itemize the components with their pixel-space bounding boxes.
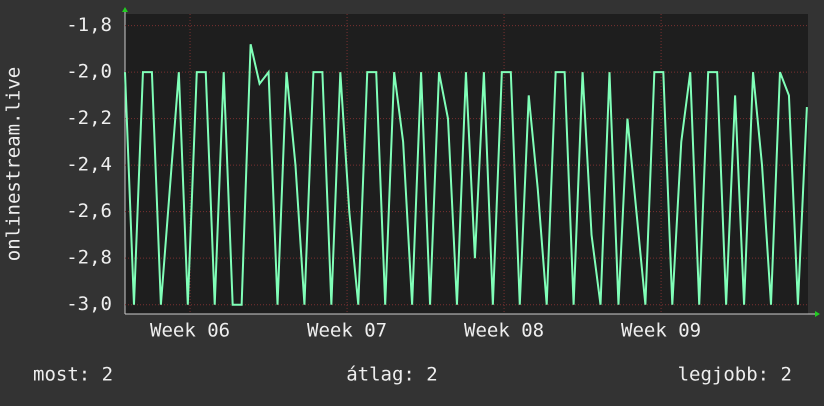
- y-axis-label: onlinestream.live: [3, 67, 25, 261]
- x-tick-label: Week 07: [307, 320, 387, 342]
- y-tick-label: -3,0: [66, 293, 112, 315]
- y-tick-label: -2,6: [66, 200, 112, 222]
- y-tick-label: -2,4: [66, 154, 112, 176]
- x-tick-label: Week 08: [464, 320, 544, 342]
- x-arrow: [815, 311, 820, 317]
- y-tick-label: -2,8: [66, 247, 112, 269]
- y-tick-label: -2,0: [66, 61, 112, 83]
- data-line: [124, 44, 808, 306]
- x-tick-label: Week 06: [150, 320, 230, 342]
- y-tick-label: -2,2: [66, 107, 112, 129]
- y-arrow: [122, 7, 128, 12]
- x-tick-label: Week 09: [621, 320, 701, 342]
- footer-average: átlag: 2: [346, 364, 438, 386]
- footer-now: most: 2: [33, 364, 113, 386]
- footer-max: legjobb: 2: [678, 364, 792, 386]
- y-tick-label: -1,8: [66, 14, 112, 36]
